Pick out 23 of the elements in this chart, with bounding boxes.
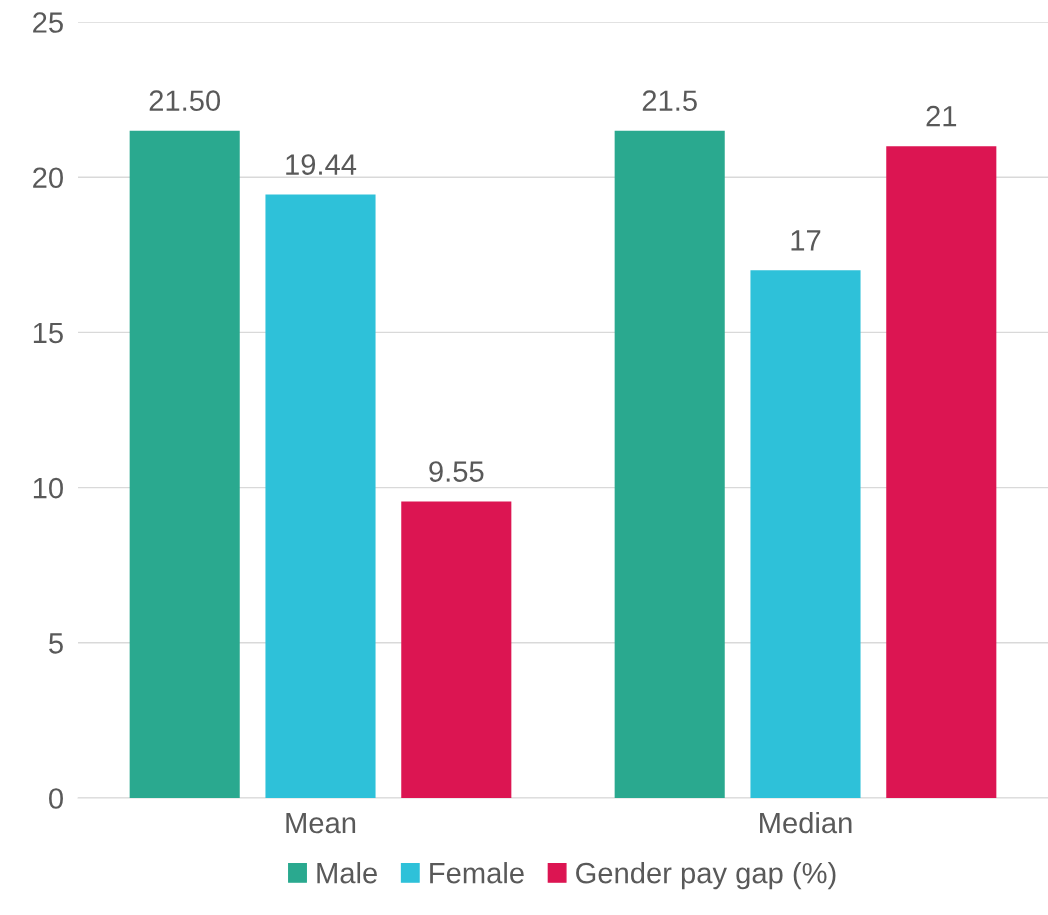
data-label: 21 bbox=[926, 105, 957, 127]
data-label: 21.5 bbox=[642, 90, 697, 111]
bar bbox=[401, 501, 512, 798]
y-tick-label: 5 bbox=[49, 633, 63, 654]
data-label: 19.44 bbox=[286, 154, 357, 175]
y-tick-label: 25 bbox=[33, 12, 63, 33]
y-tick-label: 0 bbox=[49, 788, 63, 809]
data-label: 21.50 bbox=[149, 90, 221, 111]
bar bbox=[886, 146, 997, 798]
legend-label: Male bbox=[317, 862, 377, 884]
x-tick-label: Mean bbox=[286, 812, 356, 834]
bar bbox=[129, 130, 240, 798]
y-tick-label: 10 bbox=[33, 477, 63, 499]
data-label: 9.55 bbox=[429, 461, 484, 482]
x-tick-label: Median bbox=[760, 811, 852, 834]
data-label: 17 bbox=[791, 230, 821, 251]
legend-label: Gender pay gap (%) bbox=[576, 862, 836, 890]
bar bbox=[750, 270, 861, 798]
bar bbox=[614, 130, 725, 798]
y-tick-label: 20 bbox=[33, 167, 63, 189]
y-tick-label: 15 bbox=[33, 322, 63, 344]
legend-label: Female bbox=[430, 862, 524, 884]
bar bbox=[265, 194, 376, 798]
